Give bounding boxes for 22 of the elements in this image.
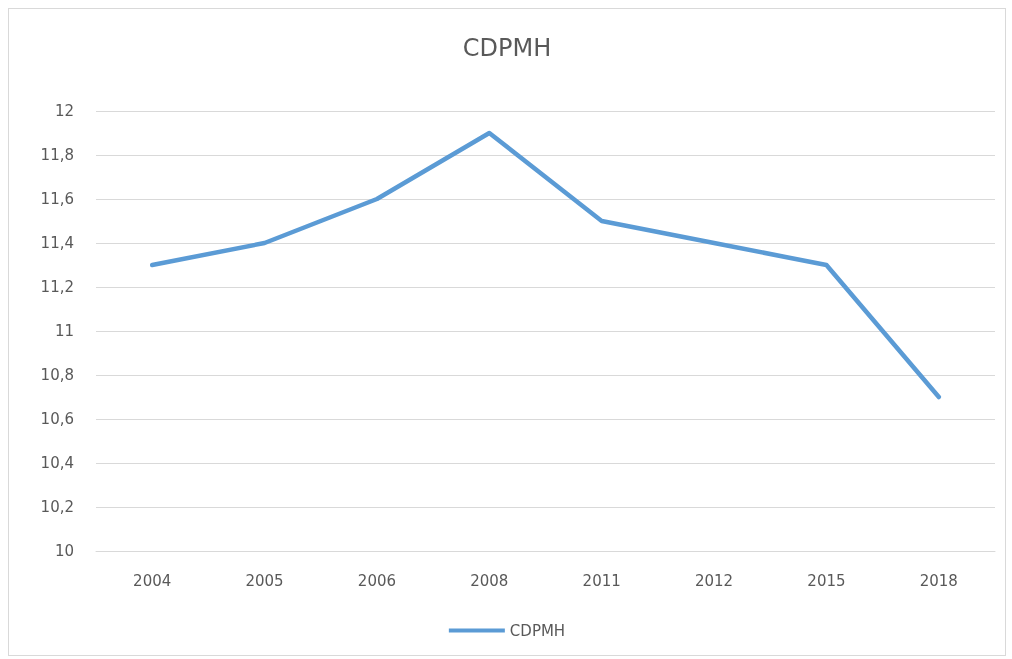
line-series [149,130,942,400]
x-tick-label: 2018 [919,571,958,590]
y-tick-label: 10 [54,542,74,560]
chart-title: CDPMH [462,34,552,62]
y-tick-label: 10,2 [40,498,74,516]
x-tick-label: 2015 [807,571,846,590]
y-tick-label: 10,6 [40,410,74,428]
x-tick-label: 2011 [582,571,621,590]
y-tick-label: 10,4 [40,454,74,472]
y-tick-label: 11,4 [40,234,74,252]
x-tick-label: 2012 [694,571,734,590]
x-tick-label: 2005 [245,571,284,590]
x-tick-label: 2008 [470,571,509,590]
x-tick-label: 2004 [133,571,172,590]
y-tick-label: 11,2 [40,278,74,296]
legend-label: CDPMH [509,621,566,640]
y-tick-label: 10,8 [40,366,74,384]
x-tick-label: 2006 [357,571,397,590]
y-tick-label: 11,8 [40,146,74,164]
y-tick-label: 11,6 [40,190,74,208]
y-tick-label: 12 [54,102,74,120]
y-tick-label: 11 [54,322,74,340]
